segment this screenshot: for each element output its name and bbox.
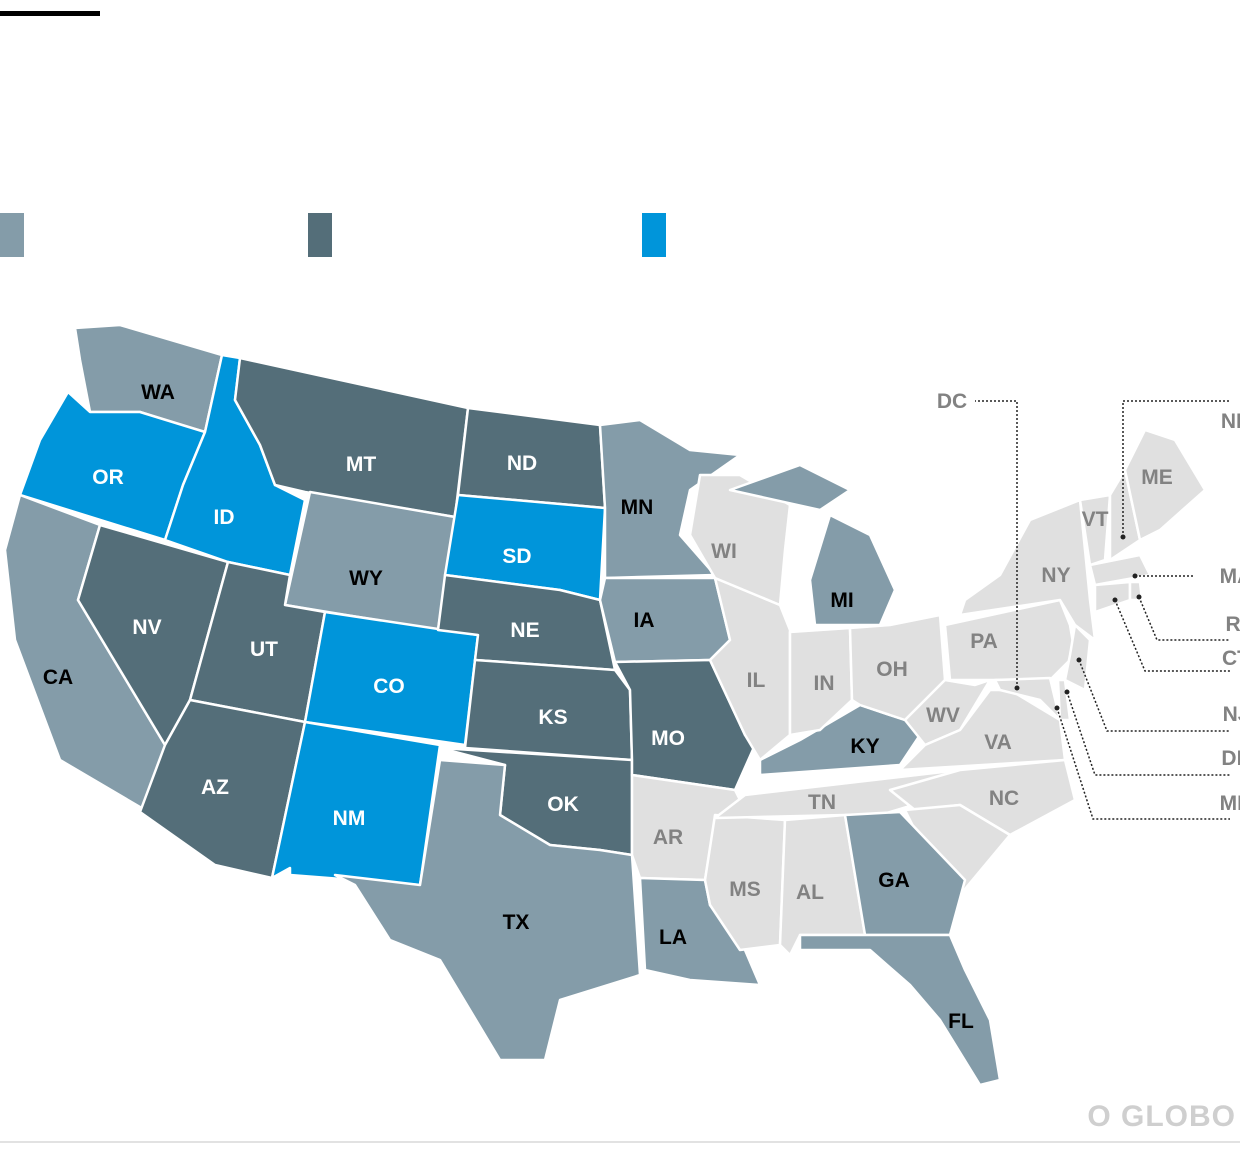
callout-line-ri	[1138, 596, 1230, 641]
callout-dot-dc	[1014, 685, 1020, 691]
state-label-nm: NM	[333, 807, 366, 830]
callout-dot-nj	[1076, 657, 1082, 663]
state-in	[788, 626, 854, 737]
state-tx	[333, 758, 642, 1062]
state-label-il: IL	[747, 669, 766, 692]
state-label-ia: IA	[634, 609, 655, 632]
state-label-or: OR	[92, 466, 124, 489]
state-label-fl: FL	[948, 1010, 974, 1033]
state-label-ok: OK	[547, 793, 579, 816]
state-vt	[1078, 493, 1112, 567]
callout-dot-md	[1054, 705, 1060, 711]
state-fl	[798, 933, 1002, 1087]
callout-line-de	[1066, 691, 1230, 776]
state-label-wa: WA	[141, 381, 175, 404]
state-label-ks: KS	[538, 706, 567, 729]
callout-dot-ma	[1132, 573, 1138, 579]
state-label-wi: WI	[711, 540, 737, 563]
state-label-ms: MS	[729, 878, 761, 901]
state-label-nc: NC	[989, 787, 1019, 810]
state-label-pa: PA	[970, 630, 998, 653]
state-mn	[598, 418, 742, 580]
footer-rule	[0, 1141, 1240, 1143]
state-de	[1056, 678, 1072, 722]
state-label-wv: WV	[926, 704, 960, 727]
state-md	[993, 676, 1062, 722]
state-label-ct: CT	[1222, 647, 1240, 670]
header-rule	[0, 11, 100, 16]
state-ia	[598, 576, 732, 664]
state-label-va: VA	[984, 731, 1012, 754]
state-label-id: ID	[214, 506, 235, 529]
state-label-az: AZ	[201, 776, 229, 799]
callout-dot-de	[1064, 689, 1070, 695]
state-label-nd: ND	[507, 452, 537, 475]
state-label-co: CO	[373, 675, 405, 698]
state-label-ky: KY	[850, 735, 879, 758]
state-nm	[270, 720, 442, 887]
state-label-ca: CA	[43, 666, 73, 689]
callout-line-md	[1056, 707, 1230, 820]
legend-swatch-dark	[308, 213, 332, 257]
state-label-in: IN	[814, 672, 835, 695]
state-label-mt: MT	[346, 453, 376, 476]
state-label-md: MD	[1220, 792, 1240, 815]
state-label-nh: NH	[1221, 410, 1240, 433]
callout-line-nh	[1122, 400, 1230, 537]
state-label-ri: RI	[1226, 613, 1240, 636]
callout-dot-nh	[1120, 534, 1126, 540]
state-ct	[1093, 580, 1132, 614]
state-label-ma: MA	[1220, 565, 1240, 588]
state-label-nv: NV	[132, 616, 161, 639]
state-me	[1123, 428, 1207, 542]
state-label-tx: TX	[503, 911, 530, 934]
callout-line-ct	[1114, 599, 1230, 672]
callout-dot-ri	[1136, 594, 1142, 600]
state-label-de: DE	[1221, 747, 1240, 770]
state-wi	[688, 473, 792, 607]
state-label-ar: AR	[653, 826, 683, 849]
state-label-nj: NJ	[1223, 703, 1240, 726]
state-mi	[728, 463, 897, 627]
state-label-mo: MO	[651, 727, 685, 750]
legend-swatch-light	[0, 213, 24, 257]
state-label-tn: TN	[808, 791, 836, 814]
legend-swatch-blue	[642, 213, 666, 257]
state-label-ga: GA	[878, 869, 910, 892]
state-label-ne: NE	[510, 619, 539, 642]
o-globo-logo: O GLOBO	[1087, 1100, 1236, 1133]
state-ga	[843, 810, 967, 937]
callout-dot-ct	[1112, 597, 1118, 603]
state-il	[708, 576, 792, 762]
state-label-al: AL	[796, 881, 824, 904]
state-label-vt: VT	[1082, 508, 1109, 531]
state-ny	[958, 498, 1097, 642]
state-label-dc: DC	[937, 390, 967, 413]
state-label-mi: MI	[830, 589, 853, 612]
state-label-wy: WY	[349, 567, 383, 590]
state-label-sd: SD	[502, 545, 531, 568]
state-label-oh: OH	[876, 658, 908, 681]
state-label-mn: MN	[621, 496, 654, 519]
state-nj	[1063, 623, 1092, 692]
state-label-la: LA	[659, 926, 687, 949]
state-label-ut: UT	[250, 638, 278, 661]
callout-line-nj	[1078, 659, 1230, 732]
state-label-ny: NY	[1041, 564, 1070, 587]
state-label-me: ME	[1141, 466, 1173, 489]
state-va	[898, 688, 1067, 772]
